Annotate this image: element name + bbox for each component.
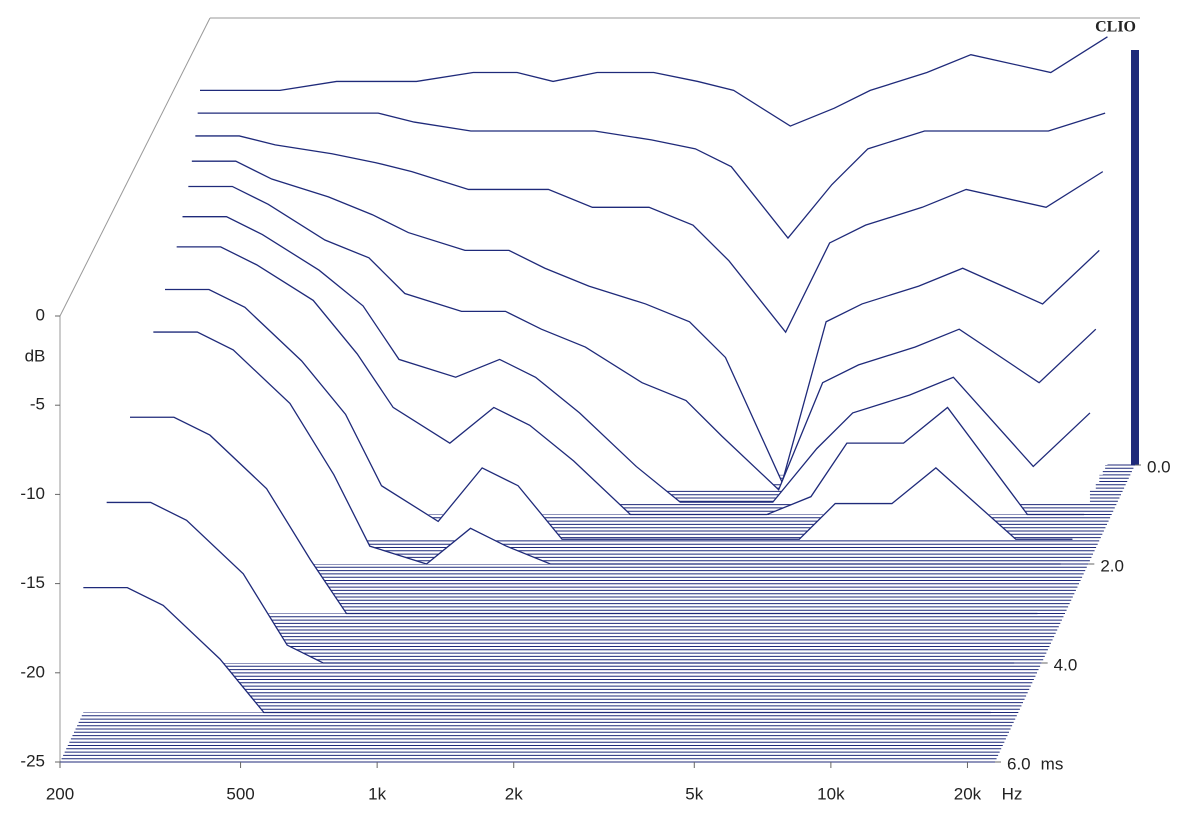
y-tick-label: -15	[20, 573, 45, 592]
y-tick-label: -25	[20, 751, 45, 770]
slice	[153, 331, 1061, 565]
chart-title: CLIO	[1095, 19, 1136, 36]
slice-fill	[176, 246, 1085, 515]
slice	[188, 185, 1097, 491]
z-tick-label: 4.0	[1054, 655, 1078, 674]
z-axis-label: ms	[1041, 754, 1064, 773]
x-tick-label: 200	[46, 784, 74, 803]
slice	[130, 416, 1038, 615]
back-wall	[1131, 50, 1139, 465]
y-tick-label: -10	[20, 484, 45, 503]
z-tick-label: 2.0	[1100, 556, 1124, 575]
slice	[106, 501, 1015, 664]
slice	[195, 135, 1104, 334]
x-tick-label: 5k	[685, 784, 703, 803]
slice-fill	[83, 587, 991, 713]
y-tick-label: -20	[20, 662, 45, 681]
y-tick-label: -5	[30, 395, 45, 414]
z-tick-label: 6.0	[1007, 754, 1031, 773]
x-tick-label: 1k	[368, 784, 386, 803]
frame-line	[59, 17, 211, 317]
slice	[197, 112, 1106, 240]
x-tick-label: 20k	[954, 784, 982, 803]
slice	[182, 216, 1091, 503]
slice	[176, 246, 1085, 516]
x-axis-label: Hz	[1002, 784, 1023, 803]
y-axis-label: dB	[25, 346, 46, 365]
slice	[83, 586, 991, 714]
x-tick-label: 2k	[505, 784, 523, 803]
x-tick-label: 10k	[817, 784, 845, 803]
slice	[200, 36, 1108, 127]
x-tick-label: 500	[226, 784, 254, 803]
slice	[191, 160, 1100, 485]
slice	[165, 288, 1073, 540]
y-tick-label: 0	[36, 305, 45, 324]
z-tick-label: 0.0	[1147, 457, 1171, 476]
